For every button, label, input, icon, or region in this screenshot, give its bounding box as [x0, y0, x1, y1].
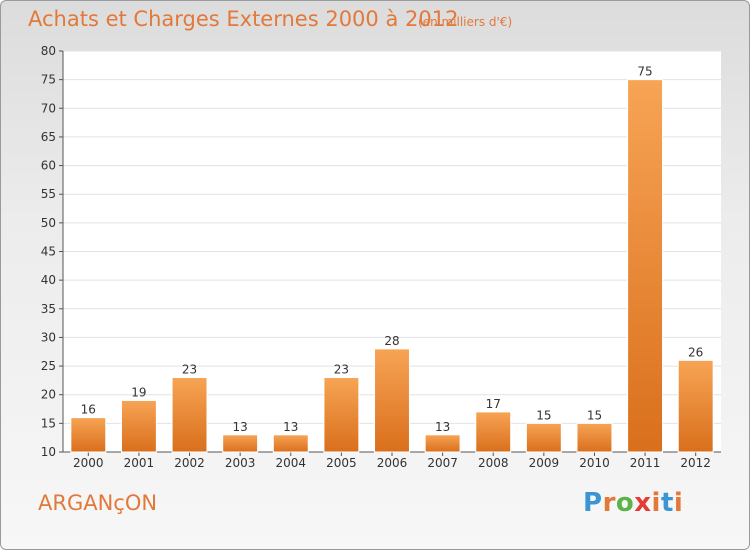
x-tick-label: 2004 [275, 456, 306, 470]
x-tick-label: 2011 [630, 456, 661, 470]
bar-2011 [627, 79, 664, 453]
logo-letter: i [673, 488, 684, 518]
bar-2000 [70, 417, 107, 453]
data-label: 23 [334, 363, 349, 377]
data-label: 15 [587, 408, 602, 422]
y-tick-label: 45 [41, 245, 56, 259]
data-label: 17 [486, 397, 501, 411]
y-tick-label: 65 [41, 130, 56, 144]
x-tick-label: 2003 [225, 456, 256, 470]
logo-letter: r [602, 488, 616, 518]
bar-2002 [171, 377, 208, 453]
bar-2006 [374, 348, 410, 453]
data-label: 75 [637, 65, 652, 79]
data-label: 13 [435, 420, 450, 434]
data-label: 28 [384, 334, 399, 348]
chart-title: Achats et Charges Externes 2000 à 2012 [28, 7, 459, 31]
logo-letter: t [660, 488, 674, 518]
y-tick-label: 75 [41, 73, 56, 87]
x-tick-label: 2006 [377, 456, 408, 470]
y-tick-label: 15 [41, 416, 56, 430]
logo-letter: o [615, 488, 635, 518]
y-tick-label: 60 [41, 159, 56, 173]
commune-name: ARGANçON [38, 491, 158, 515]
bar-2004 [272, 434, 309, 453]
y-tick-label: 50 [41, 216, 56, 230]
x-tick-label: 2008 [478, 456, 509, 470]
data-label: 15 [536, 408, 551, 422]
x-tick-label: 2000 [73, 456, 104, 470]
data-label: 13 [233, 420, 248, 434]
bar-2003 [222, 434, 259, 453]
chart-unit: (en milliers d'€) [418, 15, 513, 29]
y-tick-label: 40 [41, 273, 56, 287]
logo-letter: x [634, 488, 652, 518]
y-tick-label: 35 [41, 302, 56, 316]
data-label: 13 [283, 420, 298, 434]
data-label: 19 [131, 385, 146, 399]
bar-2009 [525, 422, 562, 453]
y-tick-label: 70 [41, 101, 56, 115]
bar-2007 [424, 434, 461, 453]
proxiti-logo: Proxiti [583, 488, 683, 518]
bar-2012 [677, 359, 714, 453]
x-tick-label: 2001 [124, 456, 155, 470]
x-tick-label: 2010 [579, 456, 610, 470]
y-tick-label: 10 [41, 445, 56, 459]
x-tick-label: 2002 [174, 456, 205, 470]
bar-2005 [323, 377, 360, 453]
bar-2001 [120, 399, 157, 453]
y-tick-label: 55 [41, 187, 56, 201]
y-tick-label: 30 [41, 330, 56, 344]
y-tick-label: 20 [41, 388, 56, 402]
data-label: 16 [81, 403, 96, 417]
y-tick-label: 25 [41, 359, 56, 373]
data-label: 23 [182, 363, 197, 377]
bar-2010 [576, 422, 613, 453]
x-tick-label: 2005 [326, 456, 357, 470]
bar-2008 [475, 411, 512, 453]
logo-letter: P [583, 488, 603, 518]
y-tick-label: 80 [41, 44, 56, 58]
x-tick-label: 2009 [529, 456, 560, 470]
data-label: 26 [688, 345, 703, 359]
logo-letter: i [651, 488, 661, 518]
x-tick-label: 2012 [680, 456, 711, 470]
x-tick-label: 2007 [427, 456, 458, 470]
